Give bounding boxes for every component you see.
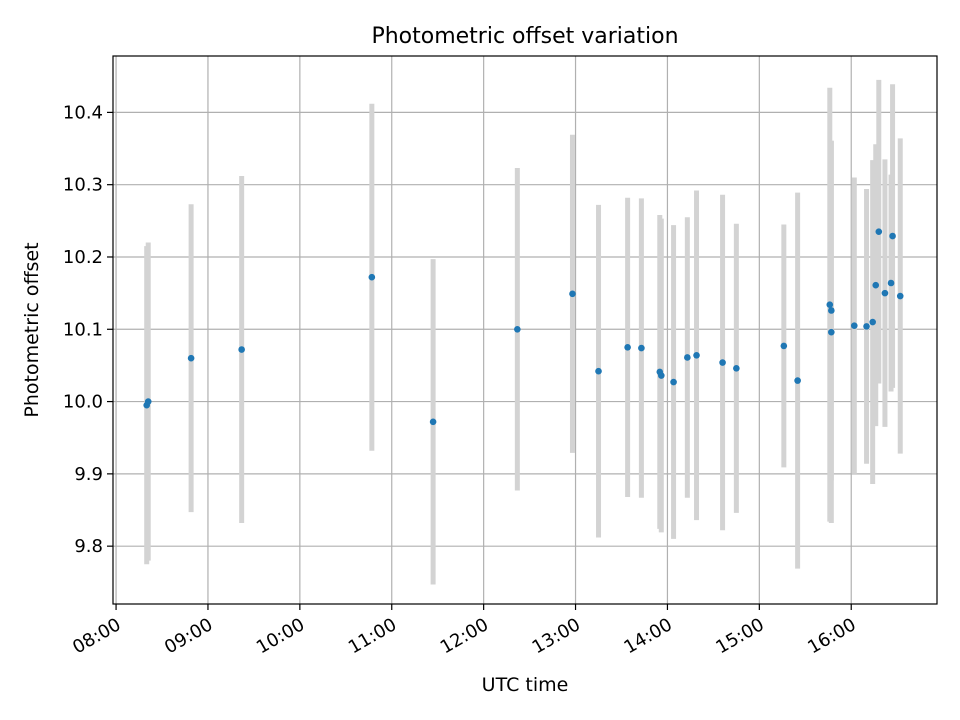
data-point [826,301,834,308]
y-tick-label: 10.1 [63,319,103,340]
data-point [850,322,858,329]
data-point [670,378,677,386]
data-point [889,232,896,240]
data-point [881,289,889,297]
data-point [144,398,152,405]
data-point [828,307,835,314]
data-point [794,377,801,384]
data-point [872,281,880,289]
y-tick-label: 10.2 [63,247,103,268]
data-point [624,344,631,351]
data-point [368,273,376,281]
y-axis-title: Photometric offset [21,242,43,417]
data-point [733,365,740,372]
data-point [429,418,437,426]
y-tick-label: 9.9 [74,464,103,485]
data-point [828,328,835,336]
y-tick-label: 9.8 [74,536,103,557]
data-point [658,372,665,379]
data-point [863,323,870,330]
data-point [896,292,904,300]
data-point [875,228,883,235]
data-point [693,352,700,359]
chart-title: Photometric offset variation [371,24,678,49]
data-point [719,359,726,366]
plot-frame [112,55,938,605]
y-tick-label: 10.0 [63,392,103,413]
data-point [238,346,245,353]
data-point [569,290,576,298]
point-layer [143,228,904,426]
data-point [684,354,691,361]
x-axis-title: UTC time [482,674,569,696]
data-point [780,342,788,350]
plot-area [113,56,937,604]
data-point [514,325,521,333]
data-point [595,367,602,375]
data-point [638,344,645,352]
data-point [869,318,876,326]
y-tick-label: 10.4 [63,102,103,123]
y-tick-label: 10.3 [63,175,103,196]
data-point [887,279,895,287]
data-point [187,354,195,362]
